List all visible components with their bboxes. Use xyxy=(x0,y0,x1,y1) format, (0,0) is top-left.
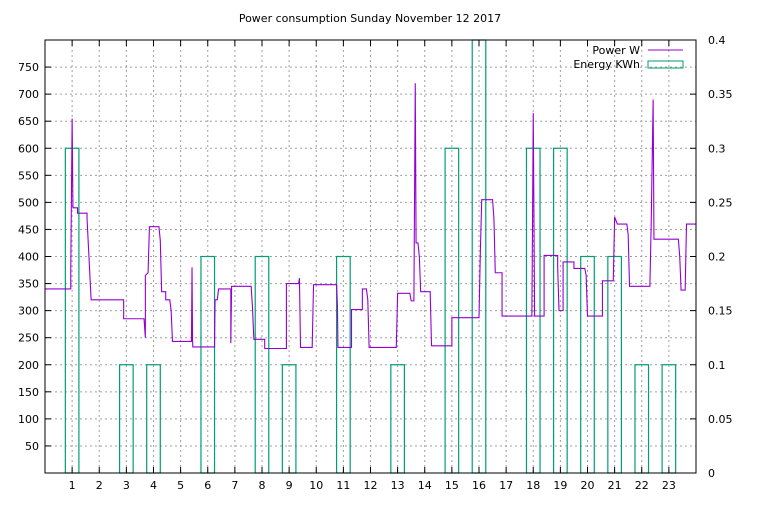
x-tick-label: 18 xyxy=(526,479,540,492)
y-tick-label: 500 xyxy=(18,196,39,209)
x-tick-label: 20 xyxy=(581,479,595,492)
x-tick-label: 16 xyxy=(472,479,486,492)
y2-tick-label: 0.1 xyxy=(708,359,726,372)
x-tick-label: 2 xyxy=(96,479,103,492)
x-tick-label: 12 xyxy=(364,479,378,492)
x-tick-label: 23 xyxy=(662,479,676,492)
y-tick-label: 200 xyxy=(18,359,39,372)
x-tick-label: 17 xyxy=(499,479,513,492)
legend-label-energy: Energy KWh xyxy=(573,58,640,71)
x-tick-label: 1 xyxy=(69,479,76,492)
x-tick-label: 5 xyxy=(177,479,184,492)
chart-title: Power consumption Sunday November 12 201… xyxy=(239,12,501,25)
ticks-layer: 1 2 3 4 5 6 7 8 9 10 11 12 13 14 15 16 17 18 19 20 21 22 23501… xyxy=(18,34,733,492)
x-tick-label: 11 xyxy=(336,479,350,492)
y-tick-label: 650 xyxy=(18,115,39,128)
x-tick-label: 3 xyxy=(123,479,130,492)
power-series-line xyxy=(45,83,696,350)
y-tick-label: 150 xyxy=(18,386,39,399)
y2-tick-label: 0.25 xyxy=(708,196,733,209)
y-tick-label: 450 xyxy=(18,223,39,236)
x-tick-label: 8 xyxy=(259,479,266,492)
y2-tick-label: 0.15 xyxy=(708,305,733,318)
y-tick-label: 600 xyxy=(18,142,39,155)
x-tick-label: 7 xyxy=(231,479,238,492)
x-tick-label: 13 xyxy=(391,479,405,492)
y2-tick-label: 0.3 xyxy=(708,142,726,155)
legend-label-power: Power W xyxy=(592,44,640,57)
power-line-layer xyxy=(45,83,696,350)
y-tick-label: 50 xyxy=(25,440,39,453)
y2-tick-label: 0.05 xyxy=(708,413,733,426)
x-tick-label: 22 xyxy=(635,479,649,492)
x-tick-label: 15 xyxy=(445,479,459,492)
legend: Power W Energy KWh xyxy=(573,44,684,71)
y-tick-label: 300 xyxy=(18,305,39,318)
x-tick-label: 9 xyxy=(286,479,293,492)
y2-tick-label: 0 xyxy=(708,467,715,480)
y-tick-label: 550 xyxy=(18,169,39,182)
y-tick-label: 400 xyxy=(18,251,39,264)
x-tick-label: 10 xyxy=(309,479,323,492)
y-tick-label: 700 xyxy=(18,88,39,101)
y-tick-label: 350 xyxy=(18,278,39,291)
y2-tick-label: 0.4 xyxy=(708,34,726,47)
y-tick-label: 100 xyxy=(18,413,39,426)
x-tick-label: 6 xyxy=(204,479,211,492)
y-tick-label: 750 xyxy=(18,61,39,74)
y2-tick-label: 0.2 xyxy=(708,251,726,264)
legend-swatch-energy xyxy=(647,60,684,69)
x-tick-label: 4 xyxy=(150,479,157,492)
x-tick-label: 21 xyxy=(608,479,622,492)
x-tick-label: 19 xyxy=(553,479,567,492)
y-tick-label: 250 xyxy=(18,332,39,345)
y2-tick-label: 0.35 xyxy=(708,88,733,101)
x-tick-label: 14 xyxy=(418,479,432,492)
